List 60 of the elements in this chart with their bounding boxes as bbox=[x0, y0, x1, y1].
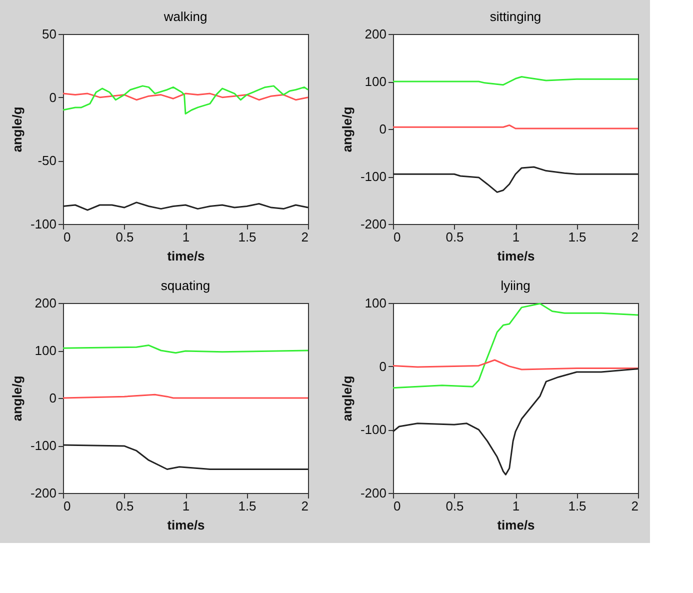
line-series bbox=[62, 85, 309, 115]
y-tick-label: -100 bbox=[360, 169, 386, 184]
y-tick-label: 0 bbox=[49, 390, 56, 406]
x-tick-label: 0 bbox=[64, 230, 71, 244]
x-tick-label: 0.5 bbox=[446, 230, 464, 244]
x-tick-label: 1.5 bbox=[238, 230, 256, 244]
y-axis-title: angle/g bbox=[9, 376, 24, 422]
chart-title: lyiing bbox=[500, 278, 530, 293]
x-tick-label: 0.5 bbox=[116, 498, 134, 514]
chart-title: walking bbox=[162, 9, 208, 24]
x-tick-label: 0 bbox=[394, 230, 401, 244]
x-axis-title: time/s bbox=[497, 248, 535, 264]
x-tick-label: 2 bbox=[301, 498, 308, 514]
y-tick-label: -200 bbox=[360, 216, 386, 232]
y-tick-label: -200 bbox=[360, 486, 386, 500]
x-tick-label: 0 bbox=[64, 498, 71, 514]
y-axis-title: angle/g bbox=[339, 106, 354, 152]
line-series bbox=[392, 302, 639, 389]
y-tick-label: -50 bbox=[38, 153, 56, 168]
line-series bbox=[62, 444, 309, 470]
y-tick-label: 0 bbox=[379, 122, 386, 136]
y-tick-label: -200 bbox=[30, 486, 56, 500]
x-axis-title: time/s bbox=[167, 518, 205, 532]
x-tick-label: 1 bbox=[512, 498, 520, 514]
y-tick-label: 0 bbox=[379, 358, 386, 374]
y-tick-label: 100 bbox=[364, 74, 386, 89]
x-tick-label: 2 bbox=[631, 230, 638, 244]
line-series bbox=[392, 76, 639, 86]
line-series bbox=[392, 368, 639, 476]
x-tick-label: 0.5 bbox=[446, 498, 464, 514]
line-series bbox=[392, 359, 639, 370]
y-tick-label: 200 bbox=[34, 296, 56, 310]
x-axis-title: time/s bbox=[167, 248, 205, 264]
x-tick-label: 1.5 bbox=[238, 498, 256, 514]
x-axis-title: time/s bbox=[497, 518, 535, 532]
y-axis-title: angle/g bbox=[9, 106, 24, 152]
line-series bbox=[392, 166, 639, 193]
x-tick-label: 1.5 bbox=[568, 230, 586, 244]
y-axis-title: angle/g bbox=[339, 376, 354, 422]
x-tick-label: 1 bbox=[182, 230, 190, 244]
y-tick-label: -100 bbox=[30, 438, 56, 453]
x-tick-label: 1 bbox=[182, 498, 190, 514]
y-tick-label: 200 bbox=[364, 26, 386, 42]
x-tick-label: 2 bbox=[631, 498, 638, 514]
chart-title: sittinging bbox=[490, 9, 542, 24]
x-tick-label: 2 bbox=[301, 230, 308, 244]
chart-title: squating bbox=[160, 278, 210, 293]
y-tick-label: 0 bbox=[49, 90, 56, 105]
line-series bbox=[62, 344, 309, 354]
x-tick-label: 1 bbox=[512, 230, 520, 244]
x-tick-label: 1.5 bbox=[568, 498, 586, 514]
line-series bbox=[62, 202, 309, 211]
y-tick-label: -100 bbox=[30, 216, 56, 232]
line-series bbox=[62, 92, 309, 101]
y-tick-label: 50 bbox=[42, 26, 56, 42]
x-tick-label: 0 bbox=[394, 498, 401, 514]
y-tick-label: -100 bbox=[360, 422, 386, 438]
y-tick-label: 100 bbox=[34, 343, 56, 358]
x-tick-label: 0.5 bbox=[116, 230, 134, 244]
y-tick-label: 100 bbox=[364, 296, 386, 310]
